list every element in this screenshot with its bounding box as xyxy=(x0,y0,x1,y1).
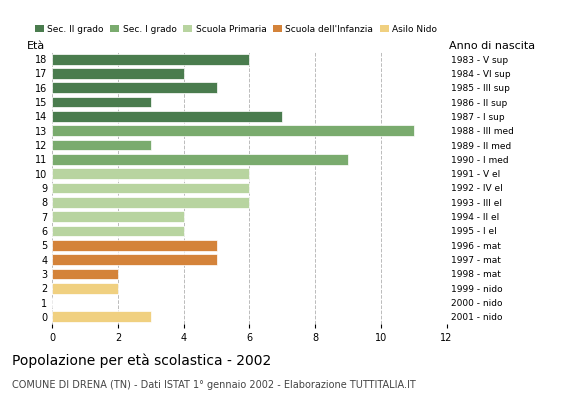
Bar xyxy=(52,197,249,208)
Bar xyxy=(52,211,184,222)
Bar xyxy=(52,125,414,136)
Bar xyxy=(52,283,118,294)
Bar xyxy=(52,111,282,122)
Text: Età: Età xyxy=(27,41,45,51)
Text: Popolazione per età scolastica - 2002: Popolazione per età scolastica - 2002 xyxy=(12,354,271,368)
Legend: Sec. II grado, Sec. I grado, Scuola Primaria, Scuola dell'Infanzia, Asilo Nido: Sec. II grado, Sec. I grado, Scuola Prim… xyxy=(31,21,441,37)
Bar xyxy=(52,240,216,251)
Text: COMUNE DI DRENA (TN) - Dati ISTAT 1° gennaio 2002 - Elaborazione TUTTITALIA.IT: COMUNE DI DRENA (TN) - Dati ISTAT 1° gen… xyxy=(12,380,415,390)
Bar xyxy=(52,254,216,265)
Bar xyxy=(52,312,151,322)
Bar xyxy=(52,82,216,93)
Bar xyxy=(52,226,184,236)
Bar xyxy=(52,183,249,193)
Bar xyxy=(52,140,151,150)
Bar xyxy=(52,54,249,64)
Bar xyxy=(52,168,249,179)
Bar xyxy=(52,154,348,165)
Bar xyxy=(52,268,118,279)
Bar xyxy=(52,97,151,108)
Bar xyxy=(52,68,184,79)
Text: Anno di nascita: Anno di nascita xyxy=(448,41,535,51)
